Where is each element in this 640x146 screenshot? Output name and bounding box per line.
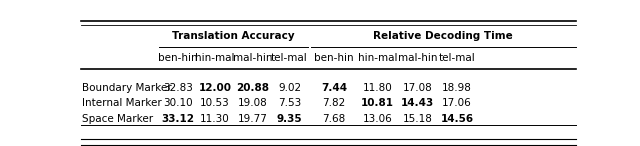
Text: 33.12: 33.12 (161, 114, 195, 124)
Text: 30.10: 30.10 (163, 98, 193, 108)
Text: 9.35: 9.35 (276, 114, 302, 124)
Text: Relative Decoding Time: Relative Decoding Time (374, 31, 513, 41)
Text: 15.18: 15.18 (403, 114, 432, 124)
Text: 13.06: 13.06 (363, 114, 392, 124)
Text: 20.88: 20.88 (236, 83, 269, 93)
Text: Boundary Marker: Boundary Marker (83, 83, 172, 93)
Text: ben-hin: ben-hin (314, 53, 354, 64)
Text: Internal Marker: Internal Marker (83, 98, 162, 108)
Text: 11.30: 11.30 (200, 114, 230, 124)
Text: 7.53: 7.53 (278, 98, 301, 108)
Text: 18.98: 18.98 (442, 83, 472, 93)
Text: tel-mal: tel-mal (271, 53, 308, 64)
Text: hin-mal: hin-mal (195, 53, 235, 64)
Text: 32.83: 32.83 (163, 83, 193, 93)
Text: 14.56: 14.56 (440, 114, 474, 124)
Text: 7.68: 7.68 (323, 114, 346, 124)
Text: 17.08: 17.08 (403, 83, 432, 93)
Text: mal-hin: mal-hin (232, 53, 272, 64)
Text: ben-hin: ben-hin (158, 53, 198, 64)
Text: 7.82: 7.82 (323, 98, 346, 108)
Text: Translation Accuracy: Translation Accuracy (172, 31, 295, 41)
Text: 12.00: 12.00 (198, 83, 232, 93)
Text: 11.80: 11.80 (363, 83, 392, 93)
Text: 17.06: 17.06 (442, 98, 472, 108)
Text: 10.53: 10.53 (200, 98, 230, 108)
Text: tel-mal: tel-mal (438, 53, 476, 64)
Text: 9.02: 9.02 (278, 83, 301, 93)
Text: 7.44: 7.44 (321, 83, 348, 93)
Text: hin-mal: hin-mal (358, 53, 397, 64)
Text: 10.81: 10.81 (361, 98, 394, 108)
Text: 14.43: 14.43 (401, 98, 434, 108)
Text: mal-hin: mal-hin (397, 53, 437, 64)
Text: 19.08: 19.08 (237, 98, 268, 108)
Text: Space Marker: Space Marker (83, 114, 154, 124)
Text: 19.77: 19.77 (237, 114, 268, 124)
